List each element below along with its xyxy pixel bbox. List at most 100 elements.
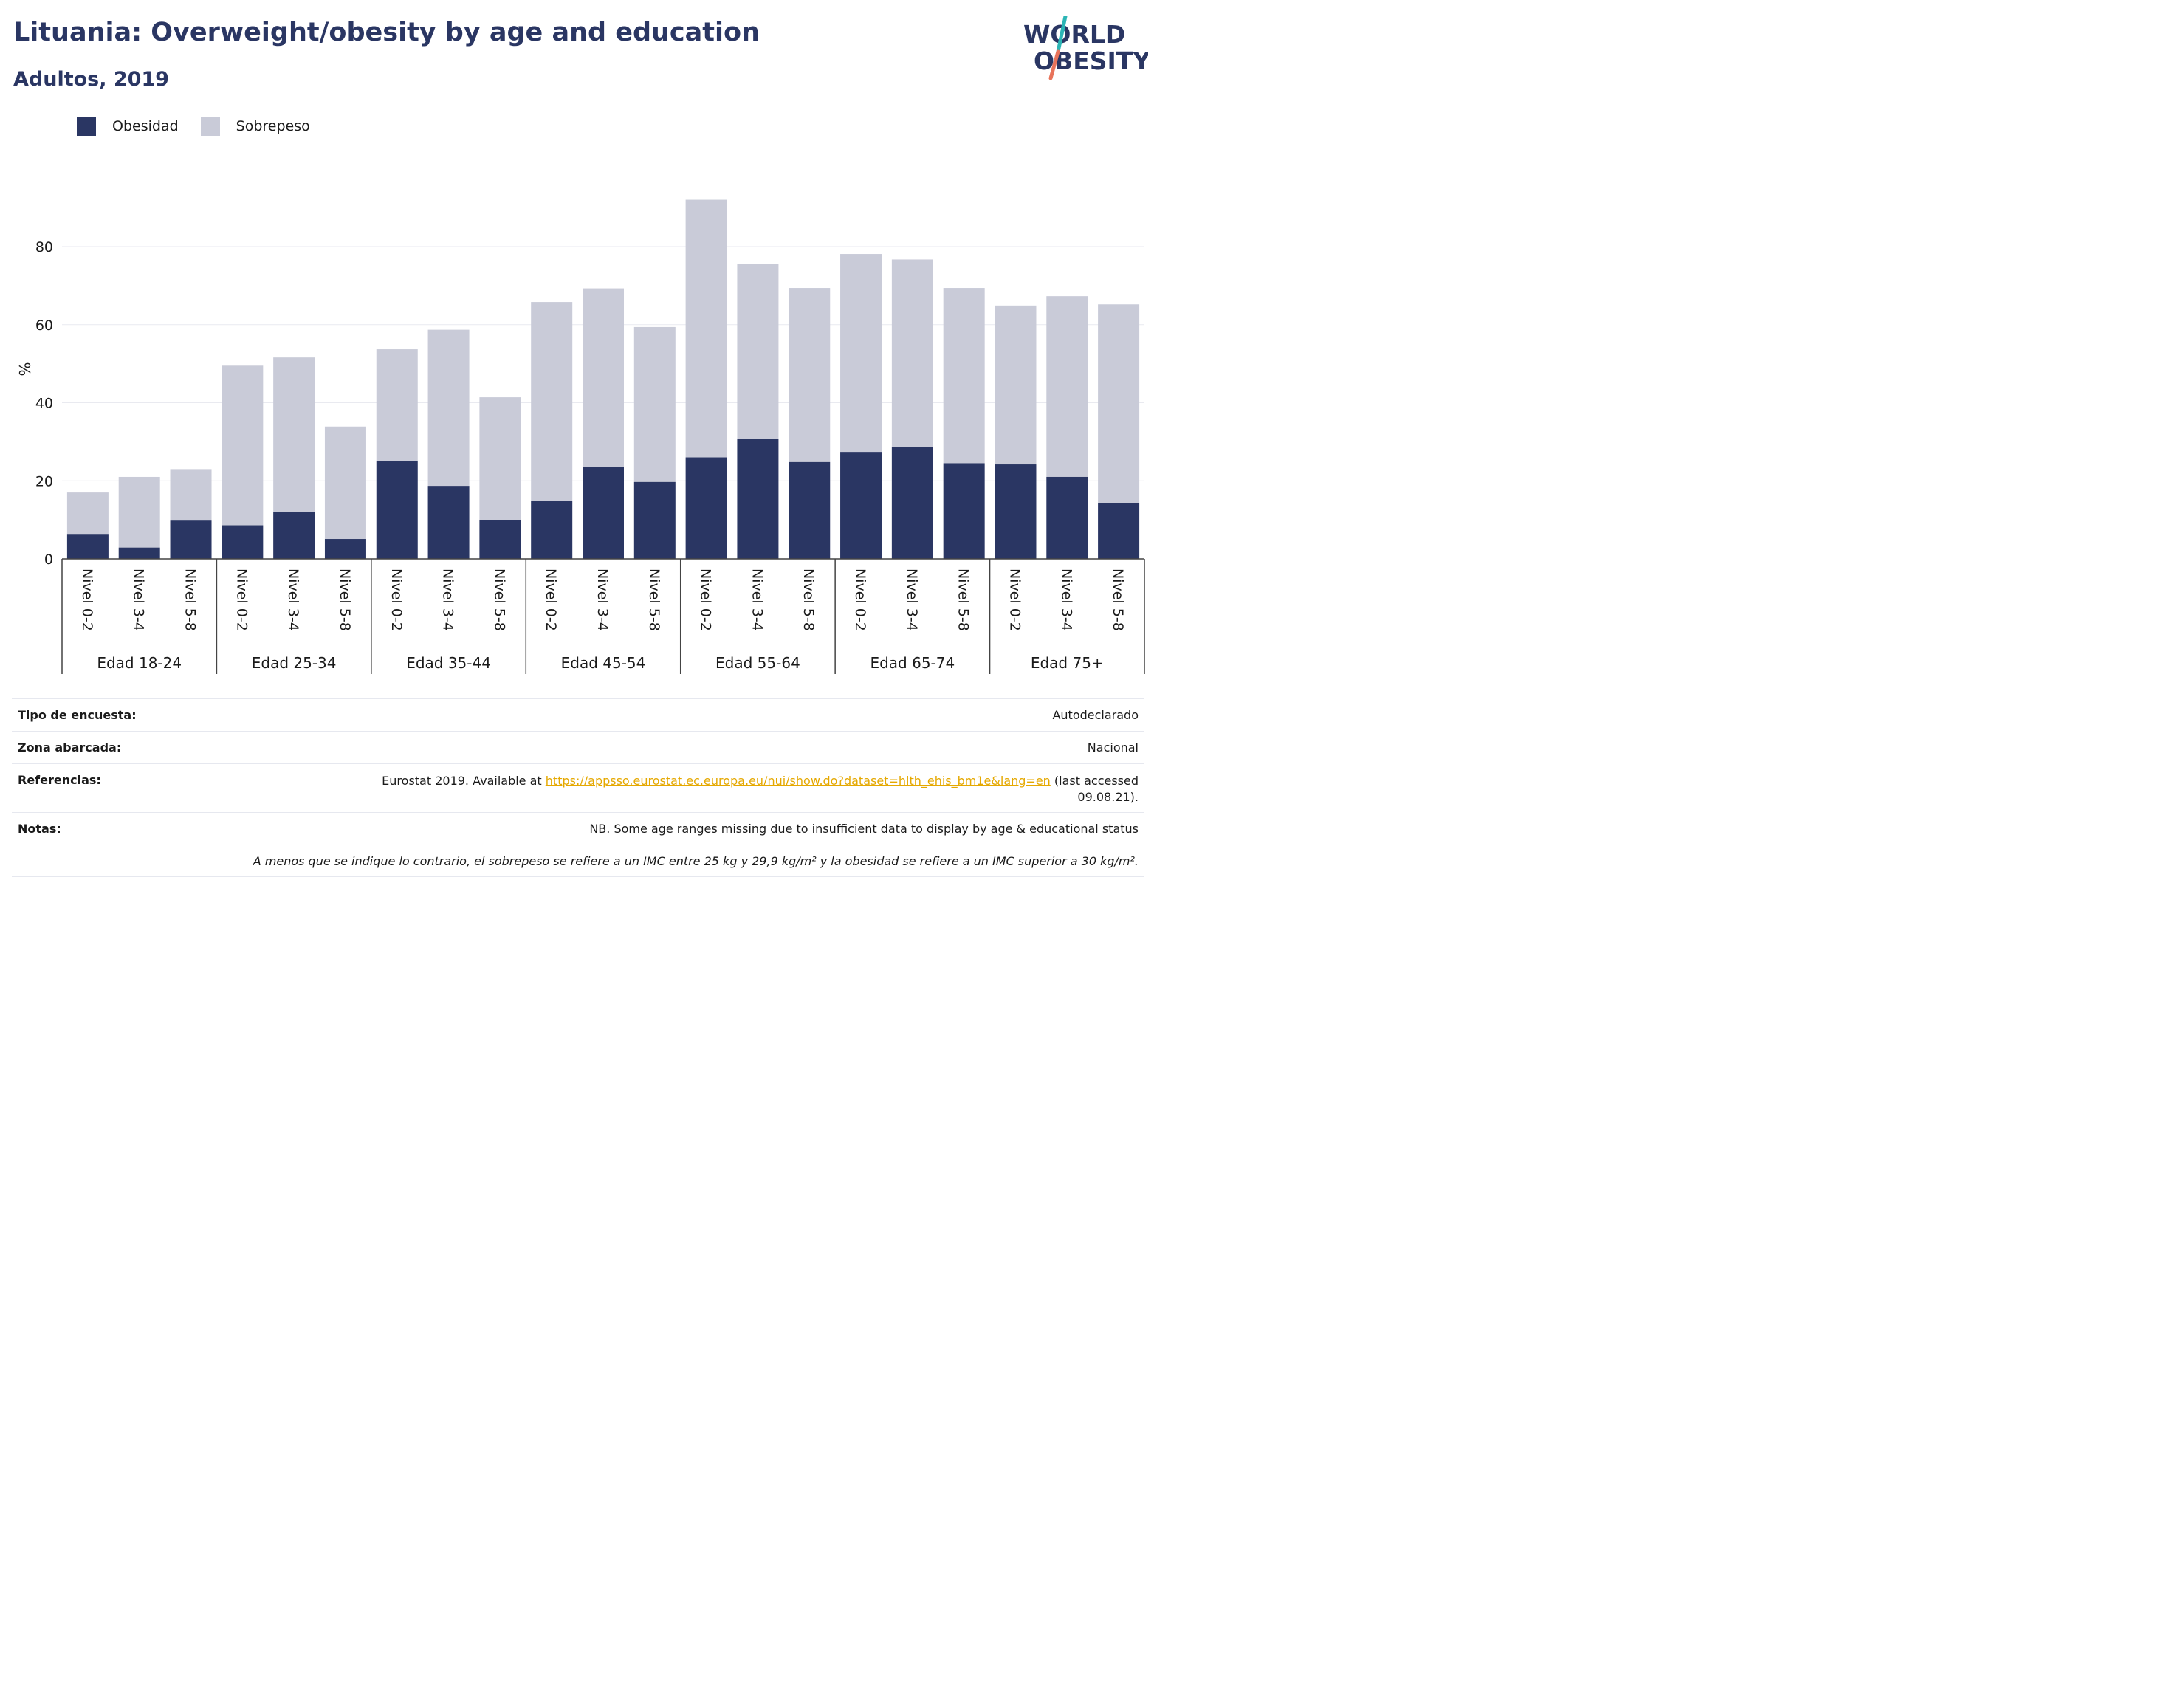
bar-obesidad — [170, 520, 212, 559]
info-row-footnote: A menos que se indique lo contrario, el … — [12, 845, 1144, 877]
logo-slash-top — [1056, 16, 1068, 54]
x-tick-label: Nivel 5-8 — [800, 568, 817, 631]
references-line2: 09.08.21). — [1077, 790, 1139, 804]
x-tick-label: Nivel 3-4 — [440, 568, 456, 631]
group-label: Edad 65-74 — [870, 654, 955, 672]
bar-obesidad — [737, 439, 779, 559]
x-tick-label: Nivel 0-2 — [852, 568, 868, 631]
x-tick-label: Nivel 5-8 — [646, 568, 662, 631]
bar-sobrepeso — [222, 365, 264, 526]
x-tick-label: Nivel 5-8 — [1110, 568, 1126, 631]
bar-sobrepeso — [583, 288, 624, 467]
survey-label: Tipo de encuesta: — [18, 708, 137, 722]
x-tick-label: Nivel 0-2 — [233, 568, 250, 631]
bar-obesidad — [1046, 476, 1088, 559]
info-table: Tipo de encuesta: Autodeclarado Zona aba… — [12, 698, 1144, 877]
bar-sobrepeso — [789, 288, 831, 462]
group-label: Edad 75+ — [1031, 654, 1104, 672]
bar-sobrepeso — [427, 329, 470, 487]
legend-label-sobrepeso: Sobrepeso — [236, 118, 310, 134]
y-tick-label-80: 80 — [35, 239, 53, 255]
y-tick-label-60: 60 — [35, 317, 53, 334]
bar-obesidad — [995, 464, 1037, 559]
bar-obesidad — [324, 539, 366, 559]
bar-obesidad — [1098, 503, 1140, 559]
references-label: Referencias: — [18, 773, 101, 787]
bar-sobrepeso — [685, 199, 727, 458]
bar-sobrepeso — [633, 326, 676, 482]
references-suffix: (last accessed — [1050, 774, 1139, 788]
y-tick-label-0: 0 — [44, 551, 53, 568]
legend-swatch-obesidad — [77, 117, 96, 136]
footnote: A menos que se indique lo contrario, el … — [253, 853, 1139, 868]
x-tick-label: Nivel 0-2 — [698, 568, 714, 631]
x-tick-label: Nivel 0-2 — [79, 568, 95, 631]
bar-sobrepeso — [1098, 304, 1140, 503]
chart-subtitle: Adultos, 2019 — [13, 68, 170, 91]
area-label: Zona abarcada: — [18, 740, 122, 754]
x-tick-label: Nivel 0-2 — [388, 568, 405, 631]
bar-sobrepeso — [737, 264, 779, 439]
bar-sobrepeso — [324, 426, 366, 540]
references-link[interactable]: https://appsso.eurostat.ec.europa.eu/nui… — [545, 774, 1051, 788]
x-tick-label: Nivel 3-4 — [1058, 568, 1074, 631]
logo-line1: WORLD — [1023, 20, 1125, 49]
bar-sobrepeso — [170, 469, 212, 521]
survey-value: Autodeclarado — [1052, 708, 1139, 722]
x-tick-label: Nivel 3-4 — [904, 568, 920, 631]
notes-value: NB. Some age ranges missing due to insuf… — [589, 822, 1139, 836]
x-tick-label: Nivel 0-2 — [1006, 568, 1023, 631]
legend-item-obesidad[interactable]: Obesidad — [77, 117, 179, 136]
x-tick-label: Nivel 5-8 — [955, 568, 972, 631]
chart-title: Lituania: Overweight/obesity by age and … — [13, 18, 760, 47]
logo-slash-bottom — [1048, 49, 1060, 80]
bar-obesidad — [789, 461, 831, 559]
x-tick-label: Nivel 0-2 — [543, 568, 559, 631]
bar-obesidad — [943, 463, 985, 559]
group-label: Edad 55-64 — [715, 654, 800, 672]
group-label: Edad 45-54 — [561, 654, 646, 672]
bar-obesidad — [583, 467, 624, 559]
bar-sobrepeso — [840, 254, 882, 453]
info-row-area: Zona abarcada: Nacional — [12, 731, 1144, 763]
bar-sobrepeso — [531, 302, 573, 501]
y-axis-label: % — [16, 362, 33, 376]
bar-sobrepeso — [943, 288, 985, 464]
legend-swatch-sobrepeso — [200, 117, 220, 136]
x-tick-label: Nivel 3-4 — [285, 568, 301, 631]
x-tick-label: Nivel 5-8 — [337, 568, 353, 631]
bar-obesidad — [427, 486, 470, 559]
legend: Obesidad Sobrepeso — [77, 117, 332, 136]
bar-sobrepeso — [1046, 296, 1088, 477]
bar-sobrepeso — [995, 305, 1037, 465]
x-tick-label: Nivel 5-8 — [182, 568, 199, 631]
bar-sobrepeso — [118, 476, 160, 548]
info-row-survey: Tipo de encuesta: Autodeclarado — [12, 698, 1144, 731]
info-row-references: Referencias: Eurostat 2019. Available at… — [12, 763, 1144, 812]
group-label: Edad 18-24 — [97, 654, 182, 672]
bar-obesidad — [531, 501, 573, 559]
x-tick-label: Nivel 3-4 — [594, 568, 611, 631]
bar-sobrepeso — [273, 357, 315, 512]
bar-obesidad — [840, 452, 882, 559]
bar-obesidad — [376, 461, 418, 559]
legend-item-sobrepeso[interactable]: Sobrepeso — [200, 117, 310, 136]
bar-obesidad — [633, 481, 676, 559]
x-tick-label: Nivel 3-4 — [131, 568, 147, 631]
bar-sobrepeso — [66, 492, 109, 535]
bar-chart: 0 20 40 60 80% Nivel 0-2 Nivel 3-4 Nivel 5-8 Niv… — [16, 199, 1145, 674]
bar-obesidad — [273, 512, 315, 559]
group-label: Edad 35-44 — [406, 654, 491, 672]
x-tick-label: Nivel 3-4 — [749, 568, 765, 631]
area-value: Nacional — [1087, 740, 1139, 754]
bar-obesidad — [118, 547, 160, 559]
group-label: Edad 25-34 — [252, 654, 337, 672]
y-tick-label-20: 20 — [35, 473, 53, 489]
bar-obesidad — [685, 457, 727, 559]
x-tick-label: Nivel 5-8 — [491, 568, 507, 631]
bar-sobrepeso — [376, 349, 418, 461]
info-row-notes: Notas: NB. Some age ranges missing due t… — [12, 812, 1144, 845]
references-value: Eurostat 2019. Available at https://apps… — [382, 773, 1139, 805]
bar-obesidad — [479, 520, 521, 559]
bar-obesidad — [66, 534, 109, 559]
